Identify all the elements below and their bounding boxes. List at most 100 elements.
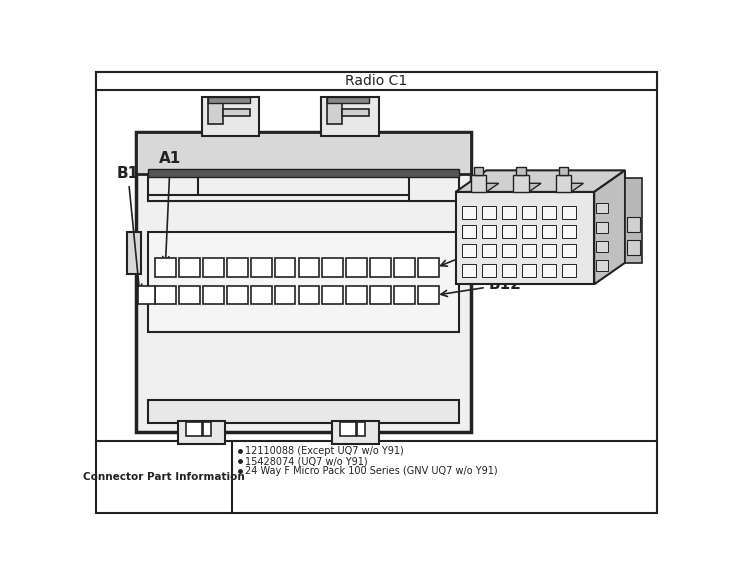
Bar [179, 286, 200, 305]
Bar [394, 286, 415, 305]
Bar [298, 286, 319, 305]
Bar [148, 400, 459, 423]
Bar [251, 286, 272, 305]
Bar [223, 109, 250, 116]
Polygon shape [556, 184, 584, 192]
Bar [502, 225, 516, 238]
Bar [136, 132, 471, 432]
Text: 15428074 (UQ7 w/o Y91): 15428074 (UQ7 w/o Y91) [245, 456, 368, 467]
Bar [462, 263, 476, 277]
Bar [127, 232, 140, 274]
Polygon shape [594, 170, 625, 284]
Bar [418, 286, 439, 305]
Text: Radio C1: Radio C1 [345, 74, 407, 87]
Bar [340, 422, 356, 436]
Bar [323, 258, 343, 277]
Bar [462, 244, 476, 257]
Bar [481, 206, 495, 219]
Bar [542, 263, 556, 277]
Bar [596, 241, 608, 252]
Bar [418, 258, 439, 277]
Bar [562, 263, 576, 277]
Polygon shape [471, 184, 499, 192]
Bar [327, 97, 370, 104]
Bar [201, 97, 259, 135]
Text: A12: A12 [441, 235, 514, 266]
Bar [556, 175, 571, 192]
Bar [346, 286, 367, 305]
Bar [562, 206, 576, 219]
Bar [456, 192, 594, 284]
Bar [155, 286, 176, 305]
Bar [481, 244, 495, 257]
Bar [542, 244, 556, 257]
Bar [203, 258, 224, 277]
Bar [513, 175, 528, 192]
Text: Connector Part Information: Connector Part Information [83, 472, 245, 482]
Bar [626, 240, 640, 255]
Bar [562, 244, 576, 257]
Bar [542, 206, 556, 219]
Bar [275, 286, 295, 305]
Bar [137, 286, 155, 305]
Bar [227, 258, 248, 277]
Bar [522, 225, 536, 238]
Bar [502, 263, 516, 277]
Bar [327, 97, 343, 124]
Bar [394, 258, 415, 277]
Bar [370, 258, 391, 277]
Bar [502, 206, 516, 219]
Bar [323, 286, 343, 305]
Bar [522, 206, 536, 219]
Text: B1: B1 [117, 166, 142, 291]
Bar [562, 225, 576, 238]
Polygon shape [513, 184, 541, 192]
Bar [251, 258, 272, 277]
Bar [186, 422, 201, 436]
Text: B12: B12 [441, 277, 522, 296]
Bar [474, 167, 484, 175]
Bar [148, 232, 459, 332]
Bar [625, 178, 642, 263]
Bar [542, 225, 556, 238]
Bar [357, 422, 365, 436]
Bar [136, 132, 471, 174]
Bar [343, 109, 370, 116]
Bar [179, 258, 200, 277]
Bar [275, 258, 295, 277]
Bar [481, 225, 495, 238]
Bar [481, 263, 495, 277]
Bar [203, 286, 224, 305]
Bar [96, 72, 657, 90]
Bar [148, 174, 198, 201]
Bar [596, 261, 608, 271]
Bar [471, 175, 487, 192]
Bar [559, 167, 568, 175]
Bar [208, 97, 250, 104]
Bar [517, 167, 526, 175]
Text: A1: A1 [159, 151, 182, 263]
Bar [522, 244, 536, 257]
Text: 12110088 (Except UQ7 w/o Y91): 12110088 (Except UQ7 w/o Y91) [245, 446, 404, 456]
Bar [522, 263, 536, 277]
Bar [370, 286, 391, 305]
Bar [596, 222, 608, 233]
Bar [626, 217, 640, 232]
Polygon shape [456, 170, 625, 192]
Bar [321, 97, 379, 135]
Bar [462, 206, 476, 219]
Bar [502, 244, 516, 257]
Bar [596, 203, 608, 214]
Bar [332, 420, 379, 444]
Text: 24 Way F Micro Pack 100 Series (GNV UQ7 w/o Y91): 24 Way F Micro Pack 100 Series (GNV UQ7 … [245, 467, 498, 477]
Bar [148, 195, 459, 201]
Bar [208, 97, 223, 124]
Bar [467, 226, 484, 255]
Bar [346, 258, 367, 277]
Bar [155, 258, 176, 277]
Bar [462, 225, 476, 238]
Bar [148, 169, 459, 177]
Bar [179, 420, 225, 444]
Bar [409, 174, 459, 201]
Bar [227, 286, 248, 305]
